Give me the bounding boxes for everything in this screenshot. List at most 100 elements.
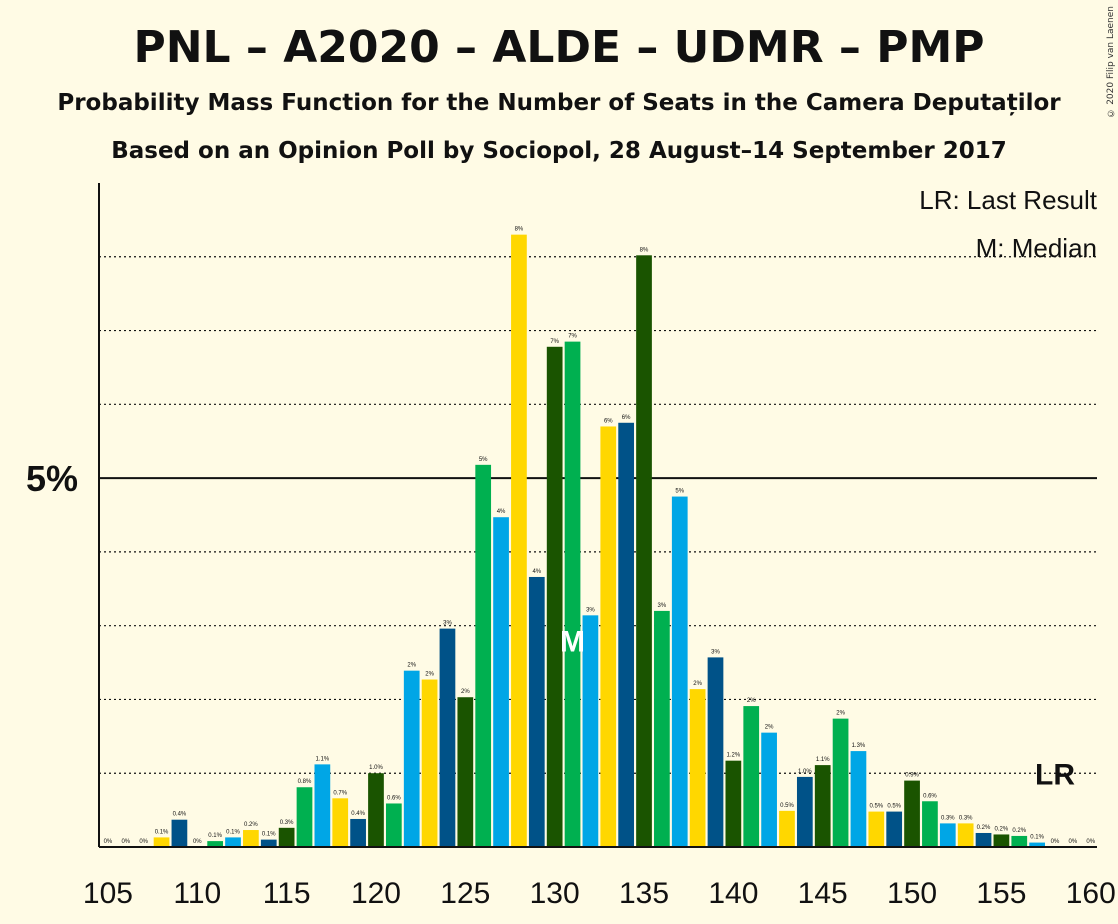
bar xyxy=(832,718,849,847)
bar xyxy=(779,810,795,847)
bar xyxy=(385,803,402,847)
bar xyxy=(850,751,867,847)
last-result-marker: LR xyxy=(1035,758,1075,791)
bar xyxy=(528,576,545,847)
legend-median: M: Median xyxy=(976,233,1097,263)
x-tick-label: 150 xyxy=(887,877,937,910)
bar-label: 0.1% xyxy=(155,829,169,835)
bar xyxy=(618,422,635,847)
bar-label: 0.1% xyxy=(1030,835,1044,841)
bar-label: 5% xyxy=(675,489,684,495)
x-tick-label: 120 xyxy=(351,877,401,910)
bar xyxy=(814,765,831,847)
bar-label: 0% xyxy=(104,839,113,845)
bar xyxy=(725,760,742,847)
bar xyxy=(332,798,349,847)
bar xyxy=(564,341,581,847)
x-tick-label: 145 xyxy=(798,877,848,910)
bar xyxy=(654,610,670,847)
bar-label: 3% xyxy=(443,621,452,627)
bar xyxy=(153,837,170,847)
bar-label: 2% xyxy=(407,663,416,669)
bar-label: 0.1% xyxy=(262,832,276,838)
bar xyxy=(904,780,920,847)
bar xyxy=(886,811,903,847)
bar xyxy=(689,689,706,847)
bar-label: 0% xyxy=(1069,839,1078,845)
bar-label: 6% xyxy=(622,415,631,421)
bar xyxy=(743,706,760,847)
bar-label: 1.3% xyxy=(852,743,866,749)
bar xyxy=(582,615,599,847)
bar xyxy=(993,834,1010,847)
bar-label: 2% xyxy=(461,689,470,695)
bar xyxy=(636,255,652,847)
bar-label: 6% xyxy=(604,418,613,424)
bar xyxy=(707,657,724,847)
bar xyxy=(511,234,527,848)
x-tick-label: 125 xyxy=(440,877,490,910)
bar-label: 0.2% xyxy=(1012,828,1026,834)
bars xyxy=(153,234,1046,848)
bar-label: 2% xyxy=(693,681,702,687)
bar-label: 0% xyxy=(193,839,202,845)
bar xyxy=(278,827,295,847)
chart-subtitle-2: Based on an Opinion Poll by Sociopol, 28… xyxy=(111,138,1007,164)
bar-label: 1.1% xyxy=(816,757,830,763)
bar-label: 0.5% xyxy=(887,804,901,810)
bar xyxy=(600,426,617,847)
bar-label: 0% xyxy=(139,839,148,845)
bar-label: 8% xyxy=(515,227,524,233)
bar xyxy=(457,697,474,847)
bar-label: 2% xyxy=(765,725,774,731)
bar xyxy=(296,787,313,847)
x-tick-label: 130 xyxy=(530,877,580,910)
bar-label: 1.1% xyxy=(316,756,330,762)
bar-label: 2% xyxy=(836,711,845,717)
bar xyxy=(475,464,492,847)
bar-label: 0.3% xyxy=(280,820,294,826)
bar-label: 1.0% xyxy=(369,765,383,771)
bar xyxy=(243,830,259,847)
bar-label: 3% xyxy=(658,603,667,609)
bar xyxy=(171,819,188,847)
bar-label: 0% xyxy=(1086,839,1095,845)
bar xyxy=(1029,842,1046,847)
bar-label: 8% xyxy=(640,247,649,253)
bar-label: 4% xyxy=(497,509,506,515)
x-tick-label: 115 xyxy=(263,877,311,910)
bar-label: 0.2% xyxy=(977,825,991,831)
bar-label: 1.0% xyxy=(798,769,812,775)
bar-label: 0.5% xyxy=(780,803,794,809)
x-tick-label: 160 xyxy=(1066,877,1116,910)
x-tick-labels: 105 110 115 120 125 130 135 140 145 150 155 160 xyxy=(83,877,1116,910)
chart-subtitle: Probability Mass Function for the Number… xyxy=(57,90,1061,116)
bar xyxy=(260,839,277,847)
bar-label: 5% xyxy=(479,457,488,463)
x-tick-label: 155 xyxy=(976,877,1026,910)
bar-label: 0.4% xyxy=(173,812,187,818)
bar xyxy=(314,764,331,847)
bar-label: 0.3% xyxy=(959,815,973,821)
chart-title: PNL – A2020 – ALDE – UDMR – PMP xyxy=(133,22,985,73)
bar-label: 0.6% xyxy=(387,795,401,801)
bar xyxy=(368,773,384,847)
bar xyxy=(350,818,366,847)
bar xyxy=(493,517,509,847)
bar-label: 7% xyxy=(550,339,559,345)
y-tick-label: 5% xyxy=(26,458,78,499)
bar-label: 7% xyxy=(568,334,577,340)
legend-last-result: LR: Last Result xyxy=(919,185,1098,215)
bar-label: 0.2% xyxy=(995,826,1009,832)
bar-label: 4% xyxy=(532,569,541,575)
bar xyxy=(868,811,885,847)
x-tick-label: 140 xyxy=(708,877,758,910)
x-tick-label: 105 xyxy=(83,877,133,910)
bar-label: 2% xyxy=(425,672,434,678)
bar-label: 0.6% xyxy=(923,793,937,799)
bar xyxy=(761,732,777,847)
x-tick-label: 135 xyxy=(619,877,669,910)
bar-label: 0% xyxy=(1051,839,1060,845)
x-tick-label: 110 xyxy=(173,877,221,910)
